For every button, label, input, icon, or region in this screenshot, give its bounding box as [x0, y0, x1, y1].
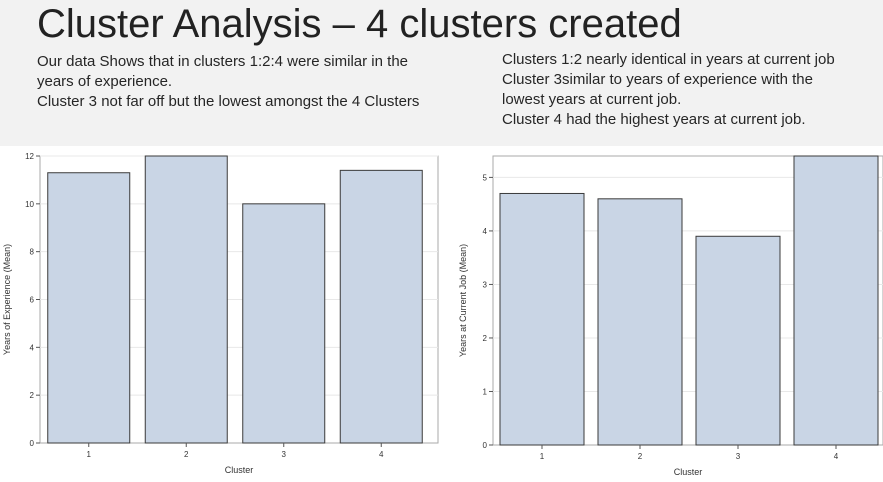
note-line: Clusters 1:2 nearly identical in years a…: [502, 51, 835, 68]
y-tick-label: 1: [483, 387, 488, 396]
y-tick-label: 2: [30, 391, 35, 400]
x-axis-label: Cluster: [225, 465, 254, 475]
note-line: years of experience.: [37, 73, 173, 90]
bar-cluster-2: [597, 198, 683, 446]
note-line: Cluster 3 not far off but the lowest amo…: [37, 93, 420, 110]
x-axis-label: Cluster: [674, 467, 703, 477]
bar-cluster-3: [695, 235, 781, 446]
x-tick-label: 3: [282, 450, 287, 459]
y-tick-label: 5: [483, 173, 488, 182]
x-tick-label: 2: [638, 452, 643, 461]
y-tick-label: 4: [30, 343, 35, 352]
slide-header: Cluster Analysis – 4 clusters created Ou…: [0, 0, 883, 146]
y-tick-label: 0: [30, 439, 35, 448]
y-tick-label: 4: [483, 227, 488, 236]
current-job-bar-chart: 0 1 2 3 4 5 1 2 3 4 Cluster Years at Current Job (M…: [458, 155, 883, 477]
bar-cluster-1: [499, 192, 585, 446]
notes-right: Clusters 1:2 nearly identical in years a…: [502, 50, 835, 130]
note-line: Our data Shows that in clusters 1:2:4 we…: [37, 53, 409, 70]
x-tick-label: 2: [184, 450, 189, 459]
notes-left: Our data Shows that in clusters 1:2:4 we…: [37, 52, 419, 112]
note-line: Cluster 3similar to years of experience …: [502, 71, 813, 88]
x-tick-label: 4: [834, 452, 839, 461]
x-tick-label: 1: [87, 450, 92, 459]
note-line: Cluster 4 had the highest years at curre…: [502, 111, 806, 128]
y-tick-label: 8: [30, 248, 35, 257]
note-line: lowest years at current job.: [502, 91, 682, 108]
bar-cluster-1: [47, 172, 131, 444]
bar-cluster-3: [242, 203, 326, 444]
y-axis-label: Years at Current Job (Mean): [458, 244, 468, 357]
x-tick-label: 3: [736, 452, 741, 461]
y-tick-label: 10: [25, 200, 34, 209]
y-tick-label: 3: [483, 280, 488, 289]
y-tick-label: 2: [483, 334, 488, 343]
bar-cluster-4: [339, 169, 423, 444]
x-tick-label: 4: [379, 450, 384, 459]
bar-cluster-4: [793, 155, 879, 446]
x-tick-label: 1: [540, 452, 545, 461]
slide-title: Cluster Analysis – 4 clusters created: [37, 2, 682, 46]
y-axis-label: Years of Experience (Mean): [2, 244, 12, 355]
bar-cluster-2: [144, 155, 228, 444]
y-tick-label: 6: [30, 296, 35, 305]
y-tick-label: 12: [25, 152, 34, 161]
y-tick-label: 0: [483, 441, 488, 450]
